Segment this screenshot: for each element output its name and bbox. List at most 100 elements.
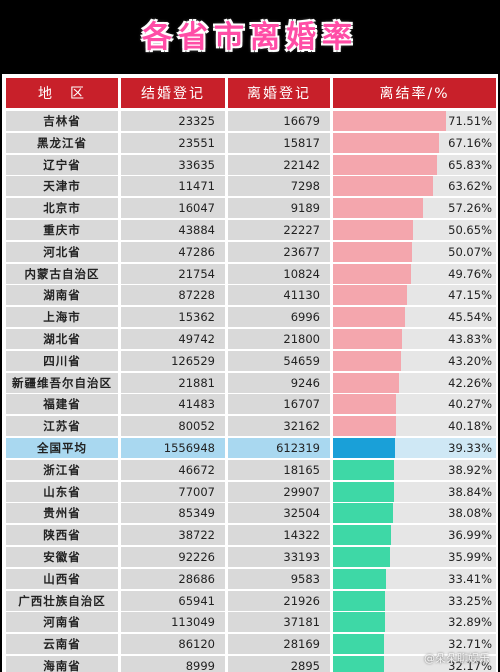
region-cell: 全国平均	[6, 438, 118, 458]
rate-cell: 71.51%	[333, 111, 496, 131]
divorce-cell: 29907	[228, 481, 330, 502]
rate-label: 71.51%	[448, 114, 492, 128]
divorce-cell: 612319	[228, 438, 330, 458]
rate-label: 39.33%	[448, 441, 492, 455]
rate-cell: 67.16%	[333, 132, 496, 153]
rate-label: 38.08%	[448, 506, 492, 521]
rate-bar	[333, 263, 412, 284]
divorce-cell: 16679	[228, 111, 330, 131]
region-cell: 河北省	[6, 241, 118, 262]
divorce-cell: 37181	[228, 612, 330, 633]
marriage-cell: 16047	[121, 198, 225, 219]
rate-label: 38.84%	[448, 484, 492, 499]
rate-bar	[333, 525, 392, 546]
region-cell: 上海市	[6, 307, 118, 328]
rate-label: 36.99%	[448, 528, 492, 543]
region-cell: 黑龙江省	[6, 132, 118, 153]
rate-bar	[333, 198, 424, 219]
marriage-cell: 87228	[121, 285, 225, 306]
table-row: 湖北省 49742 21800 43.83%	[2, 329, 498, 350]
rate-cell: 42.26%	[333, 372, 496, 393]
header-rate: 离结率/%	[333, 78, 496, 108]
table-row: 河北省 47286 23677 50.07%	[2, 241, 498, 263]
rate-bar	[333, 612, 385, 633]
rate-cell: 32.89%	[333, 612, 496, 633]
marriage-cell: 41483	[121, 394, 225, 415]
rate-cell: 39.33%	[333, 438, 496, 458]
marriage-cell: 47286	[121, 241, 225, 262]
rate-cell: 33.41%	[333, 568, 496, 589]
region-cell: 新疆维吾尔自治区	[6, 372, 118, 393]
table-row: 河南省 113049 37181 32.89%	[2, 612, 498, 633]
rate-label: 32.71%	[448, 637, 492, 652]
region-cell: 北京市	[6, 198, 118, 219]
rate-label: 33.41%	[448, 571, 492, 586]
rate-bar	[333, 220, 413, 240]
rate-bar	[333, 329, 402, 349]
rate-bar	[333, 568, 386, 589]
divorce-cell: 15817	[228, 132, 330, 153]
watermark: @朵朵聊娱乐	[424, 652, 490, 665]
rate-cell: 45.54%	[333, 307, 496, 328]
divorce-cell: 22227	[228, 220, 330, 240]
region-cell: 广西壮族自治区	[6, 590, 118, 611]
rate-label: 43.20%	[448, 353, 492, 368]
region-cell: 湖北省	[6, 329, 118, 349]
region-cell: 浙江省	[6, 459, 118, 480]
rate-label: 43.83%	[448, 332, 492, 346]
region-cell: 山西省	[6, 568, 118, 589]
marriage-cell: 126529	[121, 350, 225, 371]
rate-label: 65.83%	[448, 157, 492, 172]
divorce-cell: 9246	[228, 372, 330, 393]
marriage-cell: 85349	[121, 503, 225, 524]
region-cell: 吉林省	[6, 111, 118, 131]
table-row: 四川省 126529 54659 43.20%	[2, 350, 498, 372]
region-cell: 辽宁省	[6, 154, 118, 175]
rate-cell: 40.18%	[333, 416, 496, 437]
rate-label: 47.15%	[448, 288, 492, 303]
region-cell: 云南省	[6, 634, 118, 655]
rate-bar	[333, 350, 401, 371]
rate-label: 45.54%	[448, 310, 492, 325]
rate-cell: 38.08%	[333, 503, 496, 524]
table-row: 内蒙古自治区 21754 10824 49.76%	[2, 263, 498, 285]
rate-bar	[333, 154, 437, 175]
table-row: 北京市 16047 9189 57.26%	[2, 198, 498, 219]
marriage-cell: 49742	[121, 329, 225, 349]
divorce-cell: 14322	[228, 525, 330, 546]
rate-bar	[333, 503, 393, 524]
rate-bar	[333, 394, 397, 415]
marriage-cell: 43884	[121, 220, 225, 240]
table-row: 海南省 8999 2895 32.17%	[2, 656, 498, 672]
rate-bar	[333, 481, 395, 502]
region-cell: 福建省	[6, 394, 118, 415]
region-cell: 重庆市	[6, 220, 118, 240]
rate-cell: 47.15%	[333, 285, 496, 306]
rate-bar	[333, 372, 400, 393]
rate-cell: 38.92%	[333, 459, 496, 480]
rate-cell: 50.07%	[333, 241, 496, 262]
marriage-cell: 65941	[121, 590, 225, 611]
table-row: 新疆维吾尔自治区 21881 9246 42.26%	[2, 372, 498, 394]
rate-cell: 38.84%	[333, 481, 496, 502]
region-cell: 湖南省	[6, 285, 118, 306]
table-row: 上海市 15362 6996 45.54%	[2, 307, 498, 328]
rate-cell: 32.71%	[333, 634, 496, 655]
table-row: 湖南省 87228 41130 47.15%	[2, 285, 498, 306]
rate-cell: 49.76%	[333, 263, 496, 284]
rate-bar	[333, 590, 386, 611]
divorce-cell: 21926	[228, 590, 330, 611]
marriage-cell: 38722	[121, 525, 225, 546]
marriage-cell: 46672	[121, 459, 225, 480]
region-cell: 安徽省	[6, 547, 118, 567]
rate-bar	[333, 307, 405, 328]
divorce-cell: 32504	[228, 503, 330, 524]
rate-bar	[333, 132, 439, 153]
divorce-cell: 22142	[228, 154, 330, 175]
rate-label: 57.26%	[448, 201, 492, 216]
rate-cell: 40.27%	[333, 394, 496, 415]
table-row: 江苏省 80052 32162 40.18%	[2, 416, 498, 437]
divorce-cell: 10824	[228, 263, 330, 284]
header-divorce: 离婚登记	[228, 78, 330, 108]
table-row: 陕西省 38722 14322 36.99%	[2, 525, 498, 546]
